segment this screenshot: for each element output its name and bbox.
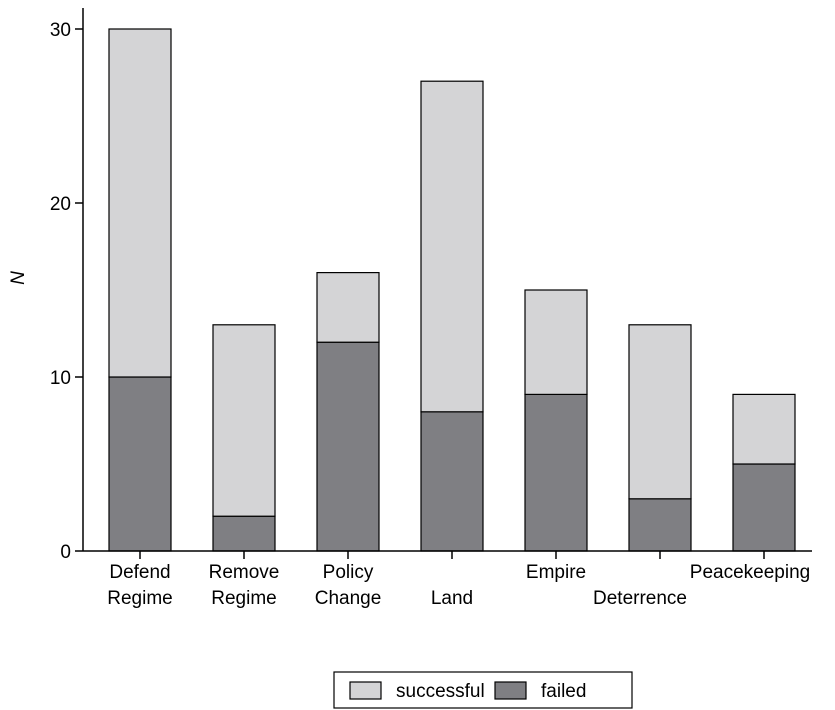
bar-failed	[524, 393, 588, 552]
legend-label-successful: successful	[396, 681, 485, 702]
x-axis: Defend Regime Remove Regime Policy Change Land…	[83, 550, 812, 609]
y-tick-label: 30	[50, 20, 71, 41]
bar-failed	[316, 341, 380, 552]
bar-failed	[732, 463, 796, 552]
legend-box	[333, 671, 633, 709]
y-tick-label: 20	[50, 194, 71, 215]
x-tick-label: Deterrence	[593, 588, 687, 609]
bar-failed	[628, 498, 692, 552]
x-tick-label: Land	[431, 588, 473, 609]
legend: successful failed	[333, 671, 633, 709]
x-tick-label: Policy Change	[315, 562, 382, 609]
bar-successful	[108, 28, 172, 378]
bar-successful	[524, 289, 588, 396]
legend-swatch-failed	[494, 681, 527, 700]
y-axis: N 0 10 20 30	[8, 8, 84, 563]
bar-successful	[420, 80, 484, 413]
bar-successful	[212, 324, 276, 517]
x-tick-label: Defend Regime	[107, 562, 172, 609]
y-axis-title: N	[8, 271, 29, 285]
bar-successful	[628, 324, 692, 500]
bar-failed	[212, 515, 276, 552]
legend-label-failed: failed	[541, 681, 586, 702]
plot-area	[108, 28, 796, 552]
bar-failed	[420, 411, 484, 552]
legend-swatch-successful	[349, 681, 382, 700]
x-tick-label: Remove Regime	[209, 562, 280, 609]
bar-failed	[108, 376, 172, 552]
bar-successful	[732, 393, 796, 465]
bar-successful	[316, 272, 380, 343]
y-tick-label: 0	[60, 542, 71, 563]
x-tick-label: Peacekeeping	[690, 562, 810, 583]
y-tick-label: 10	[50, 368, 71, 389]
x-tick-label: Empire	[526, 562, 586, 583]
